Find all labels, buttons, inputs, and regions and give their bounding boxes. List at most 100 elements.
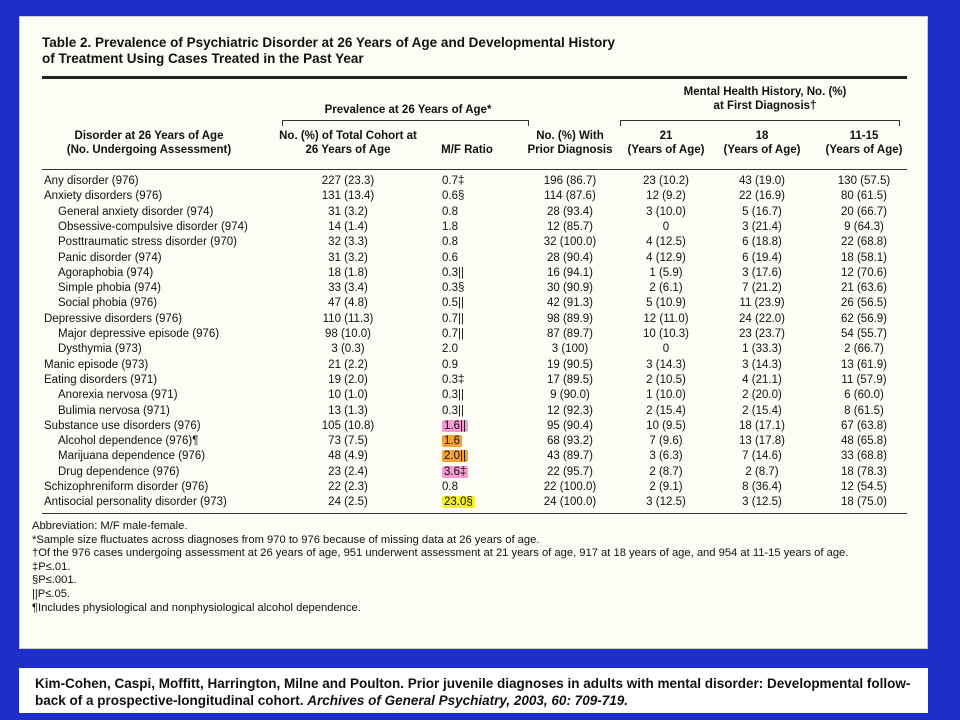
highlighted-mf-value: 3.6‡ <box>442 465 469 478</box>
cell-mf: 23.0§ <box>440 495 476 510</box>
table-row: Anorexia nervosa (971) 10 (1.0) 0.3|| 9 (90… <box>20 388 929 403</box>
cell-n: 31 (3.2) <box>328 205 368 218</box>
group-header-history: Mental Health History, No. (%) at First … <box>620 85 910 113</box>
cell-a21: 23 (10.2) <box>642 175 690 187</box>
cell-a11: 8 (61.5) <box>844 404 884 417</box>
cell-a11: 48 (65.8) <box>840 435 888 448</box>
cell-a11: 11 (57.9) <box>841 373 887 386</box>
col-header-prior-line-2: Prior Diagnosis <box>527 144 613 156</box>
table-row: Manic episode (973) 21 (2.2) 0.9 19 (90.5) 3… <box>20 358 929 373</box>
cell-a18: 4 (21.1) <box>742 373 782 386</box>
cell-prior: 87 (89.7) <box>546 328 594 340</box>
cell-mf: 3.6‡ <box>440 465 476 480</box>
col-header-age-11-15: 11-15 (Years of Age) <box>816 129 912 157</box>
footnote-sample-size: *Sample size fluctuates across diagnoses… <box>32 533 540 546</box>
table-document: Table 2. Prevalence of Psychiatric Disor… <box>19 16 928 649</box>
cell-prior: 22 (95.7) <box>546 465 594 478</box>
cell-a18: 18 (17.1) <box>738 419 786 432</box>
footnote-alcohol: ¶Includes physiological and nonphysiolog… <box>32 601 361 614</box>
cell-label: Substance use disorders (976) <box>44 419 201 432</box>
highlighted-mf-value: 23.0§ <box>442 496 475 509</box>
cell-n: 227 (23.3) <box>321 175 375 187</box>
group-header-prevalence: Prevalence at 26 Years of Age* <box>324 104 492 116</box>
highlighted-mf-value: 1.6|| <box>442 419 468 432</box>
cell-a18: 5 (16.7) <box>742 205 782 218</box>
table-row: Schizophreniform disorder (976) 22 (2.3) 0… <box>20 480 929 495</box>
cell-a21: 3 (12.5) <box>646 496 686 509</box>
cell-n: 19 (2.0) <box>328 373 368 386</box>
cell-a18: 2 (20.0) <box>742 389 782 402</box>
cell-a21: 12 (9.2) <box>646 190 686 203</box>
table-title-line-1: Table 2. Prevalence of Psychiatric Disor… <box>42 35 615 50</box>
cell-n: 18 (1.8) <box>328 266 368 279</box>
cell-mf: 0.3‡ <box>442 373 465 386</box>
cell-n: 31 (3.2) <box>328 251 368 264</box>
footnote-p05: ||P≤.05. <box>32 587 71 600</box>
cell-a21: 0 <box>662 220 670 233</box>
cell-a18: 24 (22.0) <box>738 312 786 325</box>
cell-n: 22 (2.3) <box>328 481 368 493</box>
cell-label: Major depressive episode (976) <box>58 328 220 340</box>
cell-n: 48 (4.9) <box>328 450 368 463</box>
cell-label: Dysthymia (973) <box>58 343 142 356</box>
col-header-total-cohort-line-1: No. (%) of Total Cohort at <box>279 130 417 142</box>
cell-a21: 3 (6.3) <box>649 450 683 463</box>
col-header-age-18-line-2: (Years of Age) <box>723 144 801 156</box>
cell-a18: 1 (33.3) <box>742 343 782 356</box>
highlighted-mf-value: 2.0|| <box>442 450 468 463</box>
cell-a21: 5 (10.9) <box>646 297 686 310</box>
table-bottom-rule <box>42 513 907 514</box>
cell-n: 98 (10.0) <box>324 328 372 340</box>
cell-a11: 12 (54.5) <box>840 481 888 493</box>
cell-label: Antisocial personality disorder (973) <box>44 496 227 509</box>
table-title-line-2: of Treatment Using Cases Treated in the … <box>42 51 364 66</box>
cell-a18: 6 (18.8) <box>742 236 782 249</box>
cell-label: Schizophreniform disorder (976) <box>44 481 209 493</box>
cell-label: Anorexia nervosa (971) <box>58 389 178 402</box>
cell-a18: 3 (21.4) <box>742 220 782 233</box>
cell-n: 21 (2.2) <box>328 358 368 371</box>
cell-a11: 9 (64.3) <box>844 220 884 233</box>
cell-a18: 2 (8.7) <box>745 465 779 478</box>
cell-prior: 43 (89.7) <box>546 450 594 463</box>
cell-a21: 2 (9.1) <box>649 481 683 493</box>
cell-n: 10 (1.0) <box>328 389 368 402</box>
cell-mf: 0.6§ <box>442 190 465 203</box>
cell-label: Manic episode (973) <box>44 358 149 371</box>
cell-mf: 0.8 <box>442 481 458 493</box>
cell-mf: 0.7|| <box>442 312 464 325</box>
cell-prior: 12 (92.3) <box>546 404 594 417</box>
cell-n: 23 (2.4) <box>328 465 368 478</box>
cell-mf: 0.5|| <box>442 297 464 310</box>
cell-label: Depressive disorders (976) <box>44 312 183 325</box>
cell-mf: 0.7‡ <box>442 175 465 187</box>
group-header-history-line-1: Mental Health History, No. (%) <box>683 86 847 98</box>
table-row: Eating disorders (971) 19 (2.0) 0.3‡ 17 (89… <box>20 373 929 388</box>
table-row: Marijuana dependence (976) 48 (4.9) 2.0|| 4… <box>20 449 929 464</box>
cell-prior: 16 (94.1) <box>546 266 594 279</box>
table-row: Dysthymia (973) 3 (0.3) 2.0 3 (100) 0 1 (33.3… <box>20 342 929 357</box>
cell-a11: 21 (63.6) <box>840 282 888 295</box>
cell-a21: 3 (10.0) <box>646 205 686 218</box>
cell-a21: 4 (12.9) <box>646 251 686 264</box>
cell-a11: 18 (58.1) <box>840 251 888 264</box>
cell-prior: 30 (90.9) <box>546 282 594 295</box>
cell-label: Bulimia nervosa (971) <box>58 404 170 417</box>
cell-a21: 2 (15.4) <box>646 404 686 417</box>
table-row: Obsessive-compulsive disorder (974) 14 (1… <box>20 220 929 235</box>
table-row: Agoraphobia (974) 18 (1.8) 0.3|| 16 (94.1) 1… <box>20 266 929 281</box>
col-header-disorder-line-1: Disorder at 26 Years of Age <box>74 130 224 142</box>
citation-journal: Archives of General Psychiatry, 2003, 60… <box>307 693 628 708</box>
cell-label: Eating disorders (971) <box>44 373 158 386</box>
cell-prior: 42 (91.3) <box>546 297 594 310</box>
cell-prior: 17 (89.5) <box>546 373 594 386</box>
cell-n: 73 (7.5) <box>328 435 368 448</box>
col-header-age-21: 21 (Years of Age) <box>622 129 710 157</box>
cell-prior: 114 (87.6) <box>544 190 596 203</box>
col-header-total-cohort: No. (%) of Total Cohort at 26 Years of A… <box>278 129 418 157</box>
cell-n: 33 (3.4) <box>328 282 368 295</box>
citation-box: Kim-Cohen, Caspi, Moffitt, Harrington, M… <box>19 668 928 713</box>
cell-a11: 80 (61.5) <box>840 190 888 203</box>
cell-a11: 2 (66.7) <box>844 343 884 356</box>
cell-a11: 54 (55.7) <box>840 328 888 340</box>
